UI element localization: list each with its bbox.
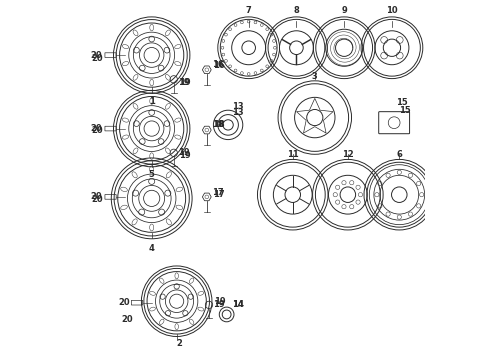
Text: 5: 5 bbox=[149, 170, 155, 179]
Text: 2: 2 bbox=[176, 339, 182, 348]
Text: 14: 14 bbox=[233, 300, 244, 309]
Text: 8: 8 bbox=[294, 6, 299, 15]
Text: 15: 15 bbox=[396, 98, 408, 107]
Text: 17: 17 bbox=[212, 188, 223, 197]
Text: 4: 4 bbox=[149, 244, 155, 253]
Text: 12: 12 bbox=[342, 150, 354, 159]
Text: 18: 18 bbox=[212, 120, 223, 129]
Text: 18: 18 bbox=[214, 120, 225, 129]
Text: 6: 6 bbox=[396, 150, 402, 159]
Text: 3: 3 bbox=[312, 72, 318, 81]
Text: 13: 13 bbox=[233, 102, 244, 111]
Text: 19: 19 bbox=[214, 300, 225, 309]
Text: 19: 19 bbox=[178, 78, 190, 87]
Text: 19: 19 bbox=[214, 297, 226, 306]
Text: 10: 10 bbox=[386, 6, 398, 15]
Text: 17: 17 bbox=[214, 190, 225, 199]
Text: 15: 15 bbox=[399, 106, 411, 115]
Text: 20: 20 bbox=[92, 195, 103, 204]
Text: 9: 9 bbox=[342, 6, 347, 15]
Text: 20: 20 bbox=[90, 124, 102, 133]
Text: 1: 1 bbox=[149, 97, 155, 106]
Text: 20: 20 bbox=[92, 126, 103, 135]
Text: 20: 20 bbox=[90, 51, 102, 60]
Text: 19: 19 bbox=[178, 148, 190, 157]
Text: 20: 20 bbox=[122, 315, 133, 324]
Text: 20: 20 bbox=[118, 298, 130, 307]
Text: 14: 14 bbox=[233, 300, 244, 309]
Text: 19: 19 bbox=[179, 151, 191, 160]
Text: 16: 16 bbox=[212, 60, 224, 69]
Text: 19: 19 bbox=[179, 78, 191, 87]
Text: 20: 20 bbox=[90, 192, 102, 201]
Text: 11: 11 bbox=[287, 150, 298, 159]
Text: 7: 7 bbox=[246, 6, 251, 15]
Text: 13: 13 bbox=[233, 108, 244, 117]
Text: 20: 20 bbox=[92, 54, 103, 63]
Text: 16: 16 bbox=[214, 61, 225, 70]
